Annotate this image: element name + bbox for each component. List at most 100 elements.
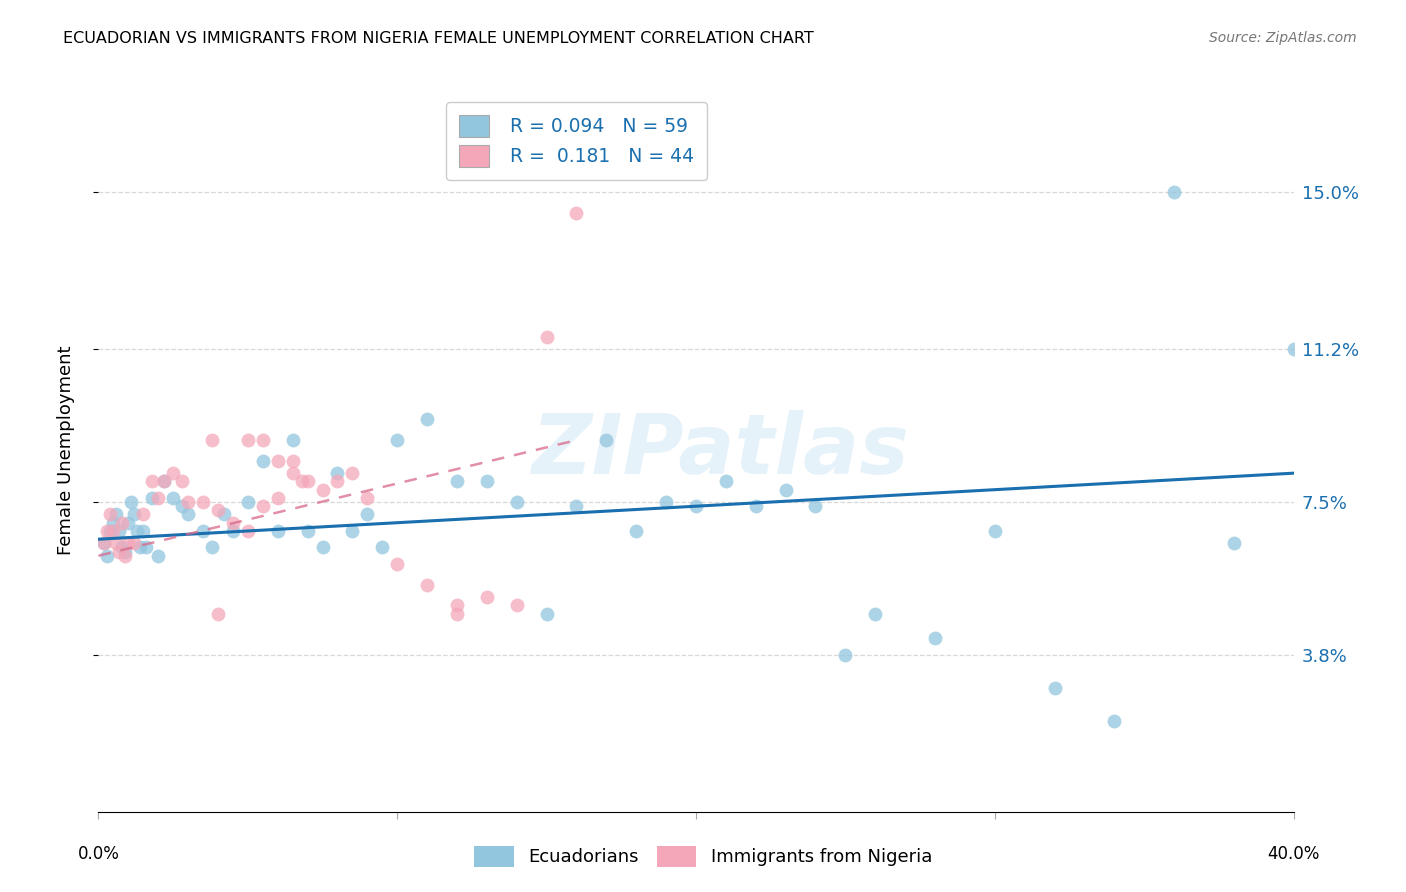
Point <box>252 499 274 513</box>
Point <box>834 648 856 662</box>
Point <box>124 536 146 550</box>
Point <box>267 524 290 538</box>
Point <box>281 466 304 480</box>
Point <box>655 495 678 509</box>
Point <box>236 495 259 509</box>
Point <box>506 599 529 613</box>
Point <box>446 607 468 621</box>
Point <box>356 508 378 522</box>
Point <box>416 412 439 426</box>
Point <box>207 503 229 517</box>
Point <box>1282 343 1305 357</box>
Point <box>177 508 200 522</box>
Point <box>153 475 176 489</box>
Point <box>326 466 349 480</box>
Point <box>105 536 128 550</box>
Text: 40.0%: 40.0% <box>1267 845 1320 863</box>
Point <box>685 499 707 513</box>
Text: Source: ZipAtlas.com: Source: ZipAtlas.com <box>1209 31 1357 45</box>
Point <box>111 516 134 530</box>
Point <box>1104 714 1126 728</box>
Point <box>96 524 118 538</box>
Y-axis label: Female Unemployment: Female Unemployment <box>56 346 75 555</box>
Point <box>98 524 122 538</box>
Point <box>446 475 468 489</box>
Point <box>162 491 184 505</box>
Point <box>446 599 468 613</box>
Point <box>148 549 170 563</box>
Point <box>177 495 200 509</box>
Point <box>536 330 558 344</box>
Point <box>326 475 349 489</box>
Point <box>984 524 1007 538</box>
Point <box>267 491 290 505</box>
Point <box>291 475 314 489</box>
Point <box>124 508 146 522</box>
Text: 0.0%: 0.0% <box>77 845 120 863</box>
Point <box>201 433 224 447</box>
Point <box>96 549 118 563</box>
Point <box>1223 536 1246 550</box>
Legend: Ecuadorians, Immigrants from Nigeria: Ecuadorians, Immigrants from Nigeria <box>467 838 939 874</box>
Point <box>775 483 797 497</box>
Point <box>191 495 214 509</box>
Point <box>924 632 946 646</box>
Point <box>385 433 409 447</box>
Point <box>108 544 131 558</box>
Point <box>236 524 259 538</box>
Point <box>207 607 229 621</box>
Point <box>117 516 139 530</box>
Point <box>252 433 274 447</box>
Point <box>536 607 558 621</box>
Point <box>141 475 163 489</box>
Point <box>281 454 304 468</box>
Point <box>565 206 588 220</box>
Point <box>475 475 498 489</box>
Point <box>129 541 152 555</box>
Point <box>297 524 319 538</box>
Point <box>236 433 259 447</box>
Point <box>222 524 245 538</box>
Point <box>148 491 170 505</box>
Point <box>172 475 194 489</box>
Point <box>114 544 136 558</box>
Point <box>201 541 224 555</box>
Point <box>212 508 235 522</box>
Point <box>132 524 155 538</box>
Point <box>108 524 131 538</box>
Point <box>342 524 364 538</box>
Point <box>93 536 115 550</box>
Legend:  R = 0.094   N = 59,  R =  0.181   N = 44: R = 0.094 N = 59, R = 0.181 N = 44 <box>446 103 707 180</box>
Point <box>191 524 214 538</box>
Point <box>311 541 333 555</box>
Text: ZIPatlas: ZIPatlas <box>531 410 908 491</box>
Point <box>714 475 737 489</box>
Point <box>506 495 529 509</box>
Point <box>162 466 184 480</box>
Point <box>141 491 163 505</box>
Point <box>117 536 139 550</box>
Point <box>267 454 290 468</box>
Point <box>1163 186 1185 200</box>
Point <box>281 433 304 447</box>
Point <box>93 536 115 550</box>
Point <box>311 483 333 497</box>
Point <box>114 549 136 563</box>
Point <box>416 577 439 591</box>
Point <box>745 499 768 513</box>
Point <box>1043 681 1066 695</box>
Point <box>356 491 378 505</box>
Point <box>132 508 155 522</box>
Point <box>865 607 887 621</box>
Point <box>297 475 319 489</box>
Point <box>111 541 134 555</box>
Point <box>626 524 648 538</box>
Text: ECUADORIAN VS IMMIGRANTS FROM NIGERIA FEMALE UNEMPLOYMENT CORRELATION CHART: ECUADORIAN VS IMMIGRANTS FROM NIGERIA FE… <box>63 31 814 46</box>
Point <box>595 433 617 447</box>
Point <box>103 516 125 530</box>
Point <box>135 541 157 555</box>
Point <box>105 508 128 522</box>
Point <box>385 557 409 571</box>
Point <box>98 508 122 522</box>
Point <box>153 475 176 489</box>
